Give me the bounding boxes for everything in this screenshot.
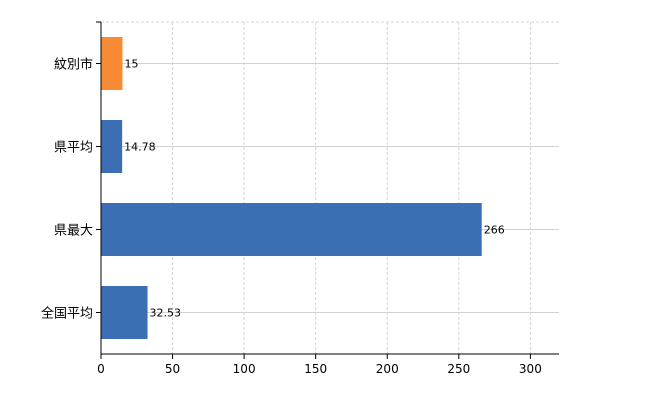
data-label: 15: [124, 58, 138, 71]
x-tick-label: 300: [519, 362, 542, 376]
bar: [101, 203, 482, 256]
data-label: 266: [484, 224, 505, 237]
x-tick-label: 50: [165, 362, 180, 376]
x-tick-label: 0: [97, 362, 105, 376]
category-label: 全国平均: [41, 306, 93, 322]
bar: [101, 120, 123, 173]
bar: [101, 37, 123, 90]
category-label: 県平均: [54, 141, 93, 156]
x-tick-label: 250: [447, 362, 470, 376]
bar: [101, 286, 148, 339]
category-label: 県最大: [54, 224, 93, 239]
x-tick-label: 150: [304, 362, 327, 376]
category-label: 紋別市: [54, 57, 93, 73]
data-label: 32.53: [150, 307, 182, 320]
data-label: 14.78: [124, 141, 155, 154]
x-tick-label: 200: [376, 362, 399, 376]
x-tick-label: 100: [233, 362, 256, 376]
